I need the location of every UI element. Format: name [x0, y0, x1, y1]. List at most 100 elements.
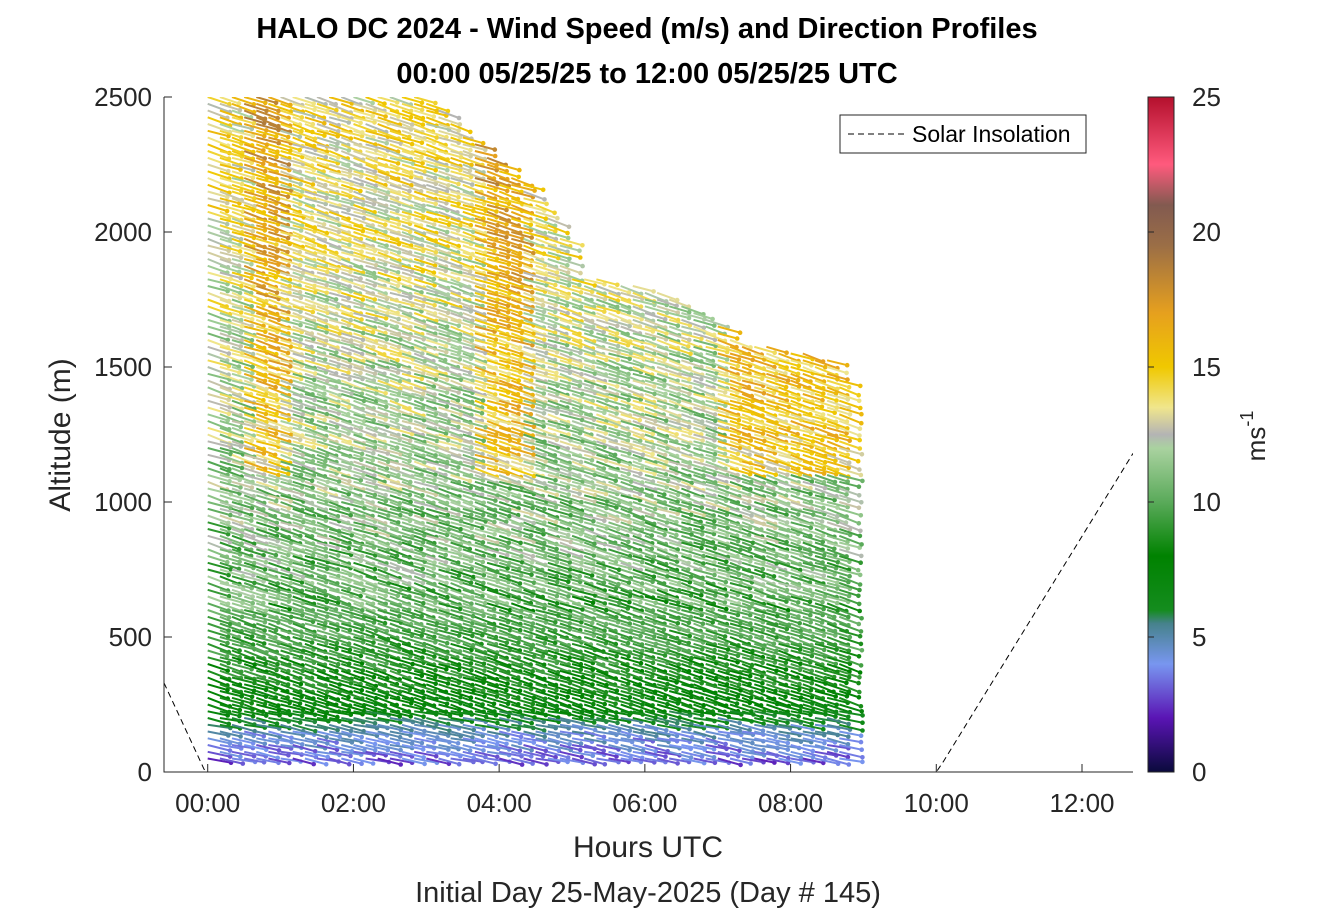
- wind-barb: [207, 399, 230, 409]
- wind-barb-head: [310, 182, 316, 187]
- wind-barb: [268, 163, 290, 172]
- wind-barb: [268, 501, 290, 510]
- wind-barb: [268, 339, 292, 348]
- wind-barb-head: [346, 546, 352, 551]
- wind-barb: [280, 487, 303, 496]
- wind-barb: [292, 501, 313, 511]
- wind-barb: [219, 474, 240, 481]
- wind-barb: [231, 298, 253, 308]
- wind-barb: [231, 717, 255, 726]
- wind-barb: [219, 386, 241, 396]
- wind-barb-head: [372, 371, 378, 377]
- wind-barb-head: [432, 654, 437, 659]
- wind-barb: [243, 170, 267, 180]
- wind-barb: [268, 399, 291, 408]
- wind-barb-head: [227, 101, 232, 107]
- wind-barb-head: [359, 761, 364, 766]
- wind-barb: [219, 406, 241, 417]
- wind-barb-head: [419, 740, 425, 746]
- wind-barb: [231, 251, 256, 260]
- wind-barb: [231, 453, 254, 465]
- wind-barb-head: [493, 498, 498, 503]
- wind-barb-head: [264, 425, 269, 431]
- wind-barb: [280, 123, 302, 133]
- wind-barb-head: [492, 438, 498, 444]
- wind-barb-head: [396, 114, 401, 119]
- wind-barb: [280, 393, 301, 403]
- wind-barb: [219, 717, 240, 723]
- wind-barb-head: [250, 364, 255, 370]
- wind-barb: [243, 629, 264, 638]
- wind-barb: [280, 366, 301, 376]
- wind-barb: [243, 379, 267, 391]
- wind-barb-head: [359, 451, 365, 457]
- wind-barb-head: [324, 614, 330, 619]
- wind-barb: [219, 102, 241, 112]
- wind-barb: [280, 143, 301, 151]
- wind-barb: [231, 359, 253, 368]
- wind-barb-head: [444, 640, 450, 646]
- wind-barb-head: [359, 249, 364, 254]
- wind-barb-head: [249, 261, 254, 267]
- wind-barb: [243, 730, 265, 738]
- wind-barb-head: [285, 194, 291, 199]
- wind-barb-head: [251, 613, 257, 619]
- wind-barb-head: [289, 735, 294, 741]
- wind-barb: [231, 399, 255, 410]
- wind-barb: [219, 97, 240, 105]
- wind-barb-head: [336, 445, 342, 451]
- wind-barb: [207, 372, 230, 381]
- wind-barb: [268, 312, 289, 321]
- wind-barb: [268, 386, 290, 397]
- wind-barb-head: [251, 688, 257, 693]
- wind-barb-head: [298, 276, 304, 281]
- wind-barb-head: [358, 370, 363, 376]
- wind-barb-head: [397, 734, 403, 740]
- wind-barb-head: [249, 634, 255, 639]
- wind-barb: [280, 514, 304, 523]
- wind-barb: [243, 217, 265, 226]
- wind-barb-head: [445, 167, 450, 173]
- wind-barb-head: [236, 101, 242, 106]
- wind-barb: [255, 190, 279, 200]
- wind-barb: [256, 663, 277, 671]
- wind-barb: [207, 420, 230, 431]
- wind-barb: [268, 278, 290, 288]
- wind-barb: [207, 467, 228, 476]
- wind-barb: [268, 656, 290, 666]
- wind-barb-head: [288, 573, 294, 579]
- wind-barb: [256, 150, 277, 158]
- wind-barb: [219, 453, 243, 464]
- wind-barb: [243, 669, 265, 679]
- wind-barb: [243, 393, 264, 402]
- wind-barb: [243, 312, 264, 320]
- wind-barb: [255, 501, 278, 512]
- wind-barb: [219, 237, 240, 246]
- wind-barb: [231, 480, 253, 489]
- wind-barb: [255, 575, 279, 585]
- wind-barb-head: [456, 115, 462, 121]
- wind-barb-head: [432, 303, 437, 308]
- wind-barb: [256, 730, 280, 738]
- wind-barb: [292, 757, 314, 766]
- wind-barb-head: [421, 573, 426, 579]
- wind-barb: [219, 420, 242, 429]
- wind-barb: [231, 386, 252, 396]
- wind-barb: [280, 109, 303, 119]
- wind-barb-head: [276, 472, 281, 478]
- wind-barb-head: [384, 175, 390, 181]
- wind-barb: [255, 690, 277, 699]
- wind-barb-head: [240, 350, 245, 356]
- wind-barb: [207, 480, 228, 491]
- wind-barb-head: [239, 338, 244, 343]
- wind-barb-head: [237, 242, 242, 248]
- wind-barb: [292, 615, 314, 623]
- wind-barb: [268, 271, 291, 281]
- wind-barb: [207, 534, 231, 544]
- wind-barb: [268, 143, 291, 152]
- wind-barb: [207, 737, 231, 745]
- wind-barb-head: [504, 235, 509, 240]
- wind-barb: [268, 534, 292, 544]
- wind-barb-head: [298, 181, 303, 187]
- wind-barb-head: [274, 740, 280, 745]
